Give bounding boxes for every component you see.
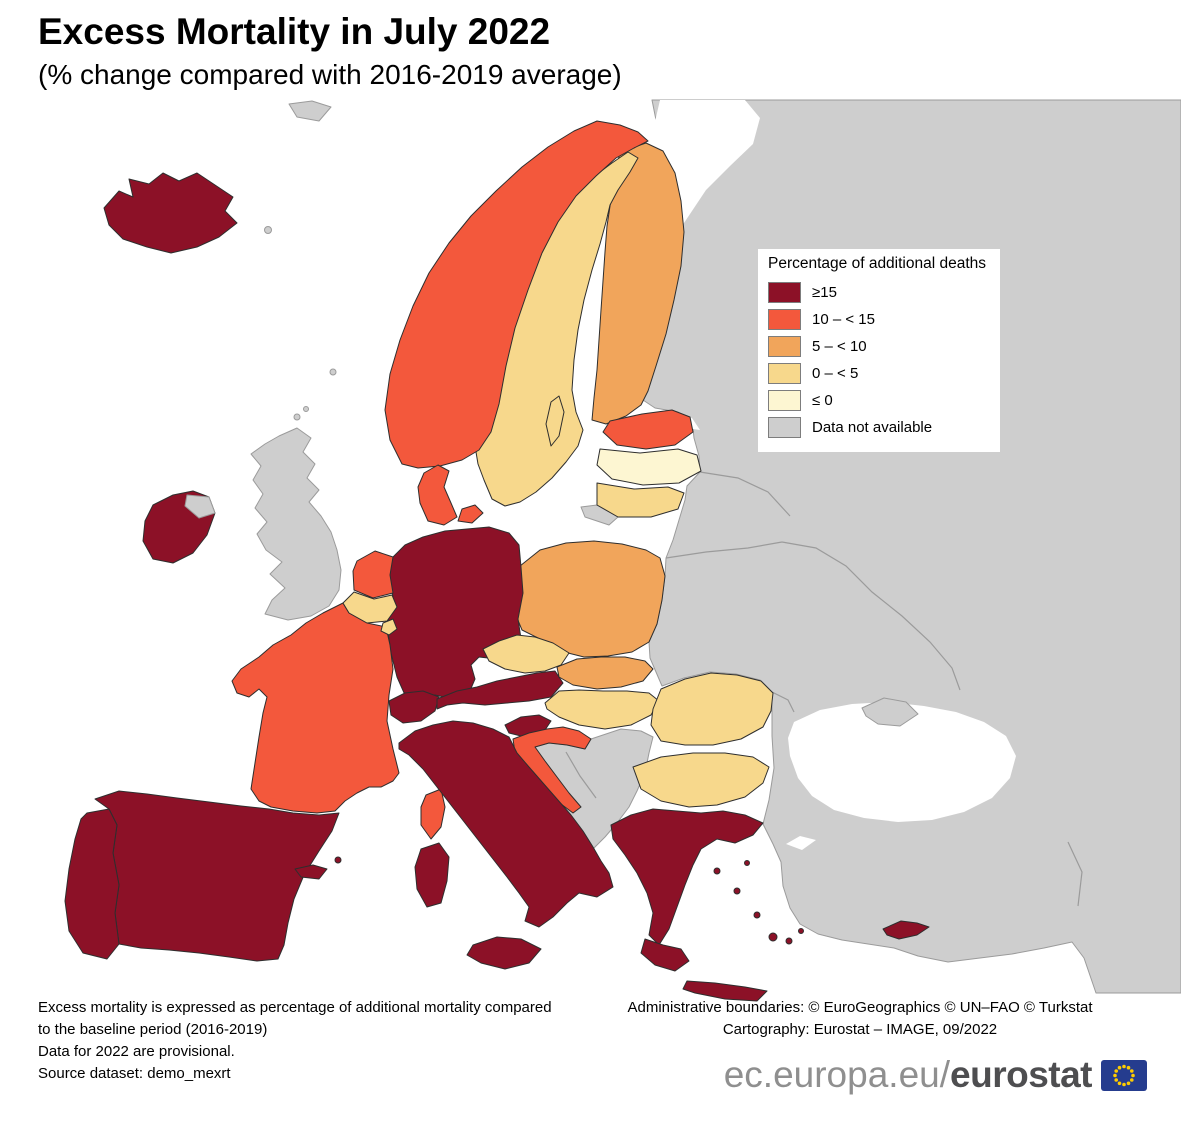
country-slovakia — [556, 656, 654, 690]
country-norway — [384, 120, 649, 469]
orkney-island — [293, 413, 301, 421]
aegean-island — [768, 932, 778, 942]
footnote-definition-line1: Excess mortality is expressed as percent… — [38, 999, 552, 1016]
country-romania — [650, 672, 774, 746]
logo-domain-text: ec.europa.eu/ — [723, 1054, 951, 1095]
rhodes-island — [785, 937, 793, 945]
aegean-island — [713, 867, 721, 875]
country-iceland — [103, 172, 238, 254]
country-latvia — [596, 448, 702, 486]
legend-label: ≥15 — [812, 284, 837, 301]
footnote-source: Source dataset: demo_mexrt — [38, 1065, 231, 1082]
arctic-island — [288, 100, 332, 122]
country-luxembourg — [380, 618, 398, 636]
balearic-islands — [294, 864, 328, 880]
northern-ireland — [184, 494, 216, 519]
denmark-islands — [457, 504, 484, 524]
legend-label: 10 – < 15 — [812, 311, 875, 328]
country-germany — [386, 526, 524, 702]
logo-brand-text: eurostat — [950, 1054, 1092, 1095]
country-united-kingdom — [250, 427, 342, 621]
eurostat-logo: ec.europa.eu/eurostat — [724, 1054, 1147, 1096]
sardinia-island — [414, 842, 450, 908]
border-ukraine-russia — [781, 541, 961, 691]
kaliningrad-region — [580, 504, 619, 526]
legend-item: ≤ 0 — [768, 390, 986, 411]
country-hungary — [544, 689, 660, 730]
country-france — [231, 602, 400, 814]
country-estonia — [602, 409, 694, 450]
country-cyprus — [882, 920, 930, 940]
legend-item: ≥15 — [768, 282, 986, 303]
country-netherlands — [352, 550, 394, 599]
balearic-island — [334, 856, 342, 864]
aegean-island — [798, 928, 804, 934]
attribution-cartography: Cartography: Eurostat – IMAGE, 09/2022 — [722, 1021, 998, 1038]
legend-label: Data not available — [812, 419, 933, 436]
gotland-island — [545, 395, 565, 447]
country-bulgaria — [632, 752, 770, 808]
country-italy — [398, 720, 614, 928]
aegean-island — [753, 911, 761, 919]
page-subtitle: (% change compared with 2016-2019 averag… — [38, 59, 622, 90]
country-denmark — [417, 464, 458, 526]
legend-item: 10 – < 15 — [768, 309, 986, 330]
legend-swatch-0-5 — [768, 363, 801, 384]
legend-label: ≤ 0 — [812, 392, 833, 409]
country-austria — [436, 670, 564, 710]
legend-label: 5 – < 10 — [812, 338, 867, 355]
sea-of-marmara — [786, 836, 816, 850]
country-lithuania — [596, 482, 685, 518]
legend-item: Data not available — [768, 417, 986, 438]
legend-item: 0 – < 5 — [768, 363, 986, 384]
faroe-island — [264, 226, 272, 234]
footnotes: Excess mortality is expressed as percent… — [38, 997, 552, 1085]
legend-title: Percentage of additional deaths — [768, 255, 987, 272]
no-data-landmass-east — [642, 99, 1181, 994]
crete-island — [682, 980, 768, 1002]
legend-swatch-ge15 — [768, 282, 801, 303]
legend-item: 5 – < 10 — [768, 336, 986, 357]
peloponnese — [640, 938, 690, 972]
country-switzerland — [388, 690, 440, 724]
legend-label: 0 – < 5 — [812, 365, 859, 382]
border-belarus-ukraine — [665, 541, 783, 559]
legend: Percentage of additional deaths ≥15 10 –… — [758, 249, 1001, 452]
country-finland — [591, 142, 685, 425]
orkney-island — [303, 406, 309, 412]
shetland-island — [329, 368, 337, 376]
page-title: Excess Mortality in July 2022 — [38, 11, 551, 52]
aegean-island — [733, 887, 741, 895]
country-poland — [516, 540, 666, 658]
country-greece — [610, 808, 764, 946]
legend-swatch-10-15 — [768, 309, 801, 330]
border-moldova-ukraine — [771, 691, 795, 713]
border-belarus-russia — [699, 471, 791, 517]
country-czechia — [482, 634, 570, 674]
black-sea — [788, 702, 1016, 822]
country-portugal — [64, 808, 120, 960]
crimea-peninsula — [861, 697, 919, 727]
footnote-provisional: Data for 2022 are provisional. — [38, 1043, 235, 1060]
footnote-definition-line2: to the baseline period (2016-2019) — [38, 1021, 268, 1038]
border-serbia-bosnia — [565, 751, 597, 799]
aegean-island — [744, 860, 750, 866]
eu-flag-icon — [1101, 1059, 1147, 1091]
border-turkey-caucasus — [1067, 841, 1083, 907]
legend-swatch-5-10 — [768, 336, 801, 357]
sicily-island — [466, 936, 542, 970]
country-belgium — [342, 591, 398, 624]
legend-swatch-le0 — [768, 390, 801, 411]
attribution-boundaries: Administrative boundaries: © EuroGeograp… — [627, 999, 1093, 1016]
corsica-island — [420, 788, 446, 840]
attribution: Administrative boundaries: © EuroGeograp… — [618, 997, 1102, 1041]
legend-swatch-no-data — [768, 417, 801, 438]
